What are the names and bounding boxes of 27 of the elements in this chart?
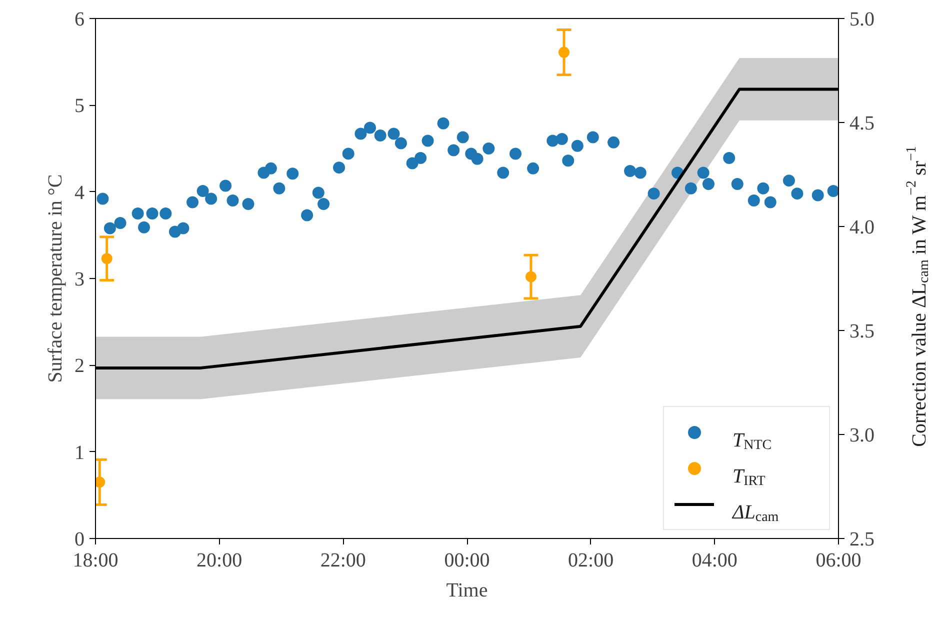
x-tick-label: 04:00 (692, 550, 738, 572)
x-tick-label: 02:00 (568, 550, 614, 572)
x-tick-label: 06:00 (816, 550, 862, 572)
point (96, 476, 106, 488)
y-tick-label: 1 (74, 442, 84, 464)
y-tick-label: 5 (74, 95, 84, 118)
y2-tick-label: 4.5 (850, 112, 874, 134)
y-tick-label: 3 (74, 268, 84, 290)
x-tick-label: 20:00 (196, 550, 242, 572)
y2-tick-label: 2.5 (850, 528, 874, 550)
y-tick-label: 0 (74, 528, 84, 550)
y2-tick-label: 5.0 (850, 8, 874, 30)
x-tick-label: 22:00 (320, 550, 366, 572)
y-tick-label: 4 (74, 182, 84, 204)
y2-tick-label: 3.0 (850, 424, 874, 446)
x-axis-title: Time (446, 580, 488, 602)
x-tick-label: 00:00 (444, 550, 490, 572)
y2-axis-title: Correction value ΔLcam in W m−2 sr−1 (904, 146, 932, 447)
x-tick-label: 18:00 (72, 550, 118, 572)
y-axis-title: Surface temperature in °C (44, 174, 66, 383)
y2-tick-label: 4.0 (850, 216, 874, 238)
y-tick-label: 2 (74, 355, 84, 378)
y2-tick-label: 3.5 (850, 320, 874, 342)
point (558, 46, 570, 58)
y-tick-label: 6 (74, 8, 84, 30)
point (525, 271, 536, 282)
point (101, 253, 112, 264)
